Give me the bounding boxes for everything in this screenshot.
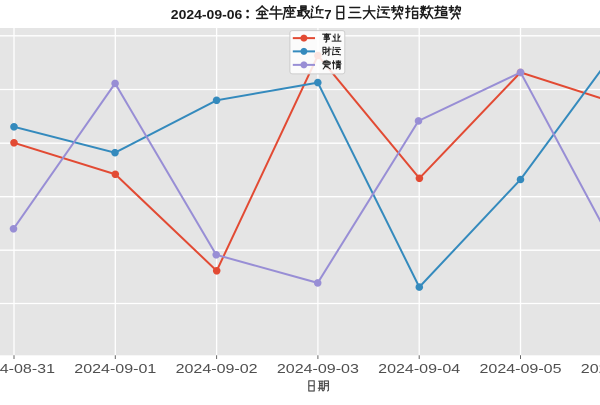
svg-text:2024-09-06: 2024-09-06	[171, 7, 243, 22]
svg-text:2024-09-05: 2024-09-05	[480, 361, 562, 376]
svg-text:2024-08-31: 2024-08-31	[0, 361, 55, 376]
svg-text:2024-09-03: 2024-09-03	[277, 361, 359, 376]
svg-text:2024-09-06: 2024-09-06	[581, 361, 600, 376]
svg-text:2024-09-01: 2024-09-01	[74, 361, 156, 376]
svg-text:2024-09-02: 2024-09-02	[176, 361, 258, 376]
svg-text:2024-09-04: 2024-09-04	[378, 361, 460, 376]
svg-text:7: 7	[324, 7, 331, 22]
